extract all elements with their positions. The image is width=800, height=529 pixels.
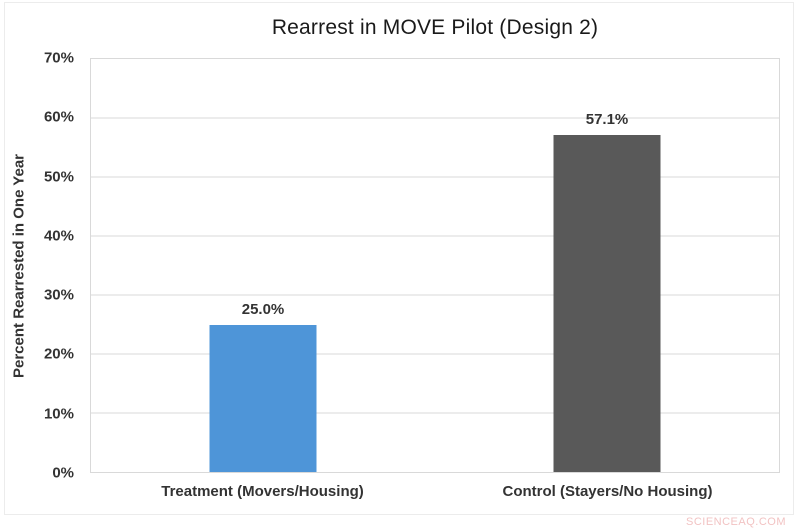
bar-value-label: 57.1%: [585, 111, 629, 129]
y-tick-label: 10%: [43, 405, 74, 423]
gridline: [91, 176, 779, 178]
y-tick-label: 20%: [43, 345, 74, 363]
x-category-label: Treatment (Movers/Housing): [161, 483, 364, 500]
bar-slot: 57.1%: [435, 59, 779, 472]
y-tick-label: 0%: [52, 464, 74, 482]
gridline: [91, 117, 779, 119]
y-tick-label: 60%: [43, 108, 74, 126]
bar-control: [553, 135, 661, 472]
bar-slot: 25.0%: [91, 59, 435, 472]
bar-treatment: [209, 324, 317, 472]
y-tick-label: 50%: [43, 168, 74, 186]
gridline: [91, 294, 779, 296]
chart-title: Rearrest in MOVE Pilot (Design 2): [271, 16, 599, 39]
watermark: SCIENCEAQ.COM: [685, 516, 786, 528]
gridline: [91, 235, 779, 237]
plot-area: 25.0% 57.1%: [90, 58, 780, 473]
gridline: [91, 353, 779, 355]
y-tick-label: 30%: [43, 286, 74, 304]
gridline: [91, 412, 779, 414]
x-category-label: Control (Stayers/No Housing): [502, 483, 713, 500]
bar-value-label: 25.0%: [241, 300, 285, 318]
y-tick-label: 70%: [43, 49, 74, 67]
y-axis-ticks: 0% 10% 20% 30% 40% 50% 60% 70%: [0, 51, 82, 481]
y-tick-label: 40%: [43, 227, 74, 245]
x-axis-labels: Treatment (Movers/Housing) Control (Staye…: [90, 483, 780, 500]
